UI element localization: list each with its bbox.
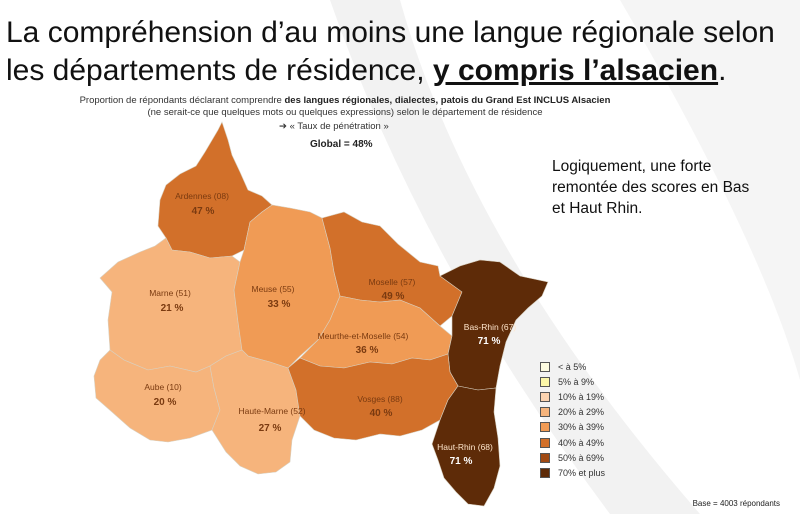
legend-swatch — [540, 361, 550, 372]
legend-item: < à 5% — [540, 359, 605, 374]
label-aube-value: 20 % — [154, 397, 177, 408]
legend-item: 30% à 39% — [540, 420, 605, 435]
label-bas-rhin-value: 71 % — [478, 336, 501, 347]
penetration-rate-label: ➔ « Taux de pénétration » — [279, 121, 389, 132]
legend-label: 20% à 29% — [558, 407, 605, 418]
legend-swatch — [540, 422, 550, 433]
label-marne-value: 21 % — [161, 303, 184, 314]
subtitle-line-2: (ne serait-ce que quelques mots ou quelq… — [147, 107, 543, 118]
commentary-note: Logiquement, une forte remontée des scor… — [552, 158, 750, 217]
label-aube-name: Aube (10) — [144, 382, 181, 392]
label-haut-rhin-value: 71 % — [450, 456, 473, 467]
legend-label: 40% à 49% — [558, 437, 605, 448]
title-line-1: La compréhension d’au moins une langue r… — [6, 16, 775, 49]
legend-swatch — [540, 452, 550, 463]
label-meuse-name: Meuse (55) — [252, 284, 295, 294]
legend-swatch — [540, 376, 550, 387]
map-legend: < à 5% 5% à 9% 10% à 19% 20% à 29% 30% à… — [540, 359, 605, 481]
global-score: Global = 48% — [310, 139, 373, 150]
label-haut-rhin-name: Haut-Rhin (68) — [437, 442, 493, 452]
label-ardennes-value: 47 % — [192, 206, 215, 217]
label-marne-name: Marne (51) — [149, 288, 191, 298]
label-meurthe-et-moselle-value: 36 % — [356, 345, 379, 356]
title-line-2: les départements de résidence, — [6, 54, 433, 87]
dept-shape-bas-rhin — [439, 259, 549, 391]
legend-label: 70% et plus — [558, 467, 606, 478]
label-vosges-value: 40 % — [370, 408, 393, 419]
page-title: La compréhension d’au moins une langue r… — [6, 14, 796, 90]
arrow-right-icon: ➔ — [279, 121, 287, 132]
legend-item: 10% à 19% — [540, 389, 605, 404]
label-haute-marne-name: Haute-Marne (52) — [238, 406, 305, 416]
rate-text: « Taux de pénétration » — [289, 121, 389, 132]
legend-label: 50% à 69% — [558, 452, 605, 463]
label-moselle-name: Moselle (57) — [369, 277, 416, 287]
title-end: . — [718, 54, 727, 87]
legend-swatch — [540, 467, 550, 478]
legend-swatch — [540, 407, 550, 418]
label-meuse-value: 33 % — [268, 299, 291, 310]
label-bas-rhin-name: Bas-Rhin (67) — [464, 322, 517, 332]
legend-item: 50% à 69% — [540, 450, 605, 465]
legend-swatch — [540, 437, 550, 448]
label-haute-marne-value: 27 % — [259, 423, 282, 434]
label-vosges-name: Vosges (88) — [357, 394, 403, 404]
legend-item: 5% à 9% — [540, 374, 605, 389]
legend-item: 40% à 49% — [540, 435, 605, 450]
label-meurthe-et-moselle-name: Meurthe-et-Moselle (54) — [318, 331, 409, 341]
legend-label: 30% à 39% — [558, 422, 605, 433]
dept-shape-aube — [93, 349, 221, 443]
label-moselle-value: 49 % — [382, 291, 405, 302]
sample-base-note: Base = 4003 répondants — [692, 499, 780, 508]
legend-item: 20% à 29% — [540, 405, 605, 420]
label-ardennes-name: Ardennes (08) — [175, 191, 229, 201]
legend-label: 10% à 19% — [558, 391, 605, 402]
legend-item: 70% et plus — [540, 465, 605, 480]
title-emphasis: y compris l’alsacien — [432, 54, 719, 87]
legend-label: 5% à 9% — [558, 376, 595, 387]
map-subtitle: Proportion de répondants déclarant compr… — [0, 95, 690, 119]
legend-swatch — [540, 391, 550, 402]
subtitle-prefix: Proportion de répondants déclarant compr… — [79, 95, 285, 106]
subtitle-bold: des langues régionales, dialectes, patoi… — [284, 95, 611, 106]
legend-label: < à 5% — [558, 361, 587, 372]
dept-shape-haute-marne — [209, 349, 301, 475]
dept-shape-haut-rhin — [431, 385, 501, 507]
